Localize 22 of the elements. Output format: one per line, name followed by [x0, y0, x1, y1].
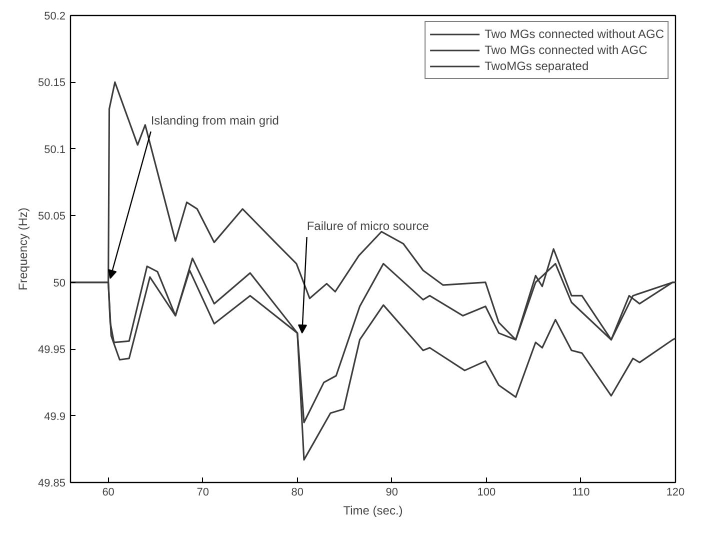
x-tick-label: 60: [102, 486, 114, 498]
y-tick-label: 49.85: [38, 478, 66, 490]
legend-label: Two MGs connected without AGC: [484, 26, 664, 42]
y-tick-label: 49.95: [38, 344, 66, 356]
x-tick-label: 80: [291, 486, 304, 498]
y-tick-label: 50: [53, 277, 66, 290]
legend-label: TwoMGs separated: [484, 58, 589, 74]
y-tick-label: 50.05: [38, 210, 66, 223]
x-axis-title: Time (sec.): [343, 504, 403, 518]
y-axis-title: Frequency (Hz): [16, 208, 30, 290]
y-tick-label: 50.1: [44, 144, 66, 156]
x-tick-label: 110: [572, 486, 590, 498]
x-tick-label: 120: [666, 486, 685, 498]
y-tick-label: 50.2: [44, 10, 66, 22]
x-tick-label: 100: [477, 486, 496, 498]
x-tick-label: 70: [196, 486, 209, 498]
y-tick-label: 49.9: [44, 410, 66, 423]
y-tick-label: 50.15: [38, 77, 66, 90]
annotation: Islanding from main grid: [150, 114, 279, 128]
x-tick-label: 90: [386, 486, 398, 498]
legend-label: Two MGs connected with AGC: [484, 42, 648, 58]
annotation: Failure of micro source: [306, 218, 430, 233]
